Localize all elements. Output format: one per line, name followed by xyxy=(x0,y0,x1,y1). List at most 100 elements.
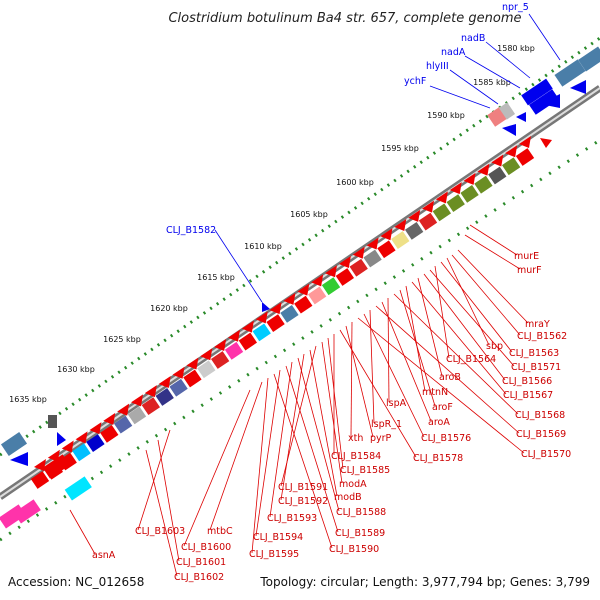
position-ticks: 1580 kbp 1585 kbp 1590 kbp 1595 kbp 1600… xyxy=(9,44,535,404)
feature-block xyxy=(210,351,230,369)
feature-arrow xyxy=(519,136,531,148)
feature-block xyxy=(141,397,161,416)
gene-label: CLJ_B1603 xyxy=(135,526,185,537)
feature-block xyxy=(42,454,70,479)
feature-block xyxy=(307,286,327,305)
label-connector xyxy=(429,269,515,367)
gene-label: asnA xyxy=(92,550,116,561)
feature-arrow xyxy=(449,182,462,195)
gene-label: hlyIII xyxy=(426,61,449,72)
feature-arrow xyxy=(422,200,434,213)
feature-arrow xyxy=(394,219,407,232)
gene-label: mraY xyxy=(525,319,550,330)
label-connector xyxy=(183,389,251,547)
feature-block xyxy=(335,268,355,286)
label-connector xyxy=(255,369,281,537)
label-connector xyxy=(269,361,293,518)
gene-label: CLJ_B1567 xyxy=(503,390,553,401)
feature-arrow xyxy=(241,320,254,333)
tick-label: 1620 kbp xyxy=(150,304,188,313)
feature-arrow xyxy=(117,403,130,416)
tick-label: 1590 kbp xyxy=(427,111,465,120)
gene-label: mtbC xyxy=(207,526,233,537)
tick-label: 1635 kbp xyxy=(9,395,47,404)
gene-label: CLJ_B1589 xyxy=(335,528,385,539)
label-connector xyxy=(309,349,338,497)
feature-arrow xyxy=(311,274,324,287)
label-connector xyxy=(357,317,525,454)
gene-label: npr_5 xyxy=(502,2,529,13)
gene-label: aroF xyxy=(432,402,453,413)
label-connector xyxy=(423,273,506,381)
gene-label: lspA xyxy=(386,398,407,409)
reverse-features xyxy=(0,136,535,529)
label-connector xyxy=(345,325,374,438)
label-connector xyxy=(451,254,521,336)
feature-block xyxy=(266,314,285,333)
feature-block xyxy=(446,194,465,213)
feature-block xyxy=(432,203,452,222)
gene-label: CLJ_B1601 xyxy=(176,557,226,568)
feature-arrow xyxy=(408,209,421,222)
feature-arrow xyxy=(366,237,379,250)
gene-label: CLJ_B1590 xyxy=(329,544,379,555)
label-connector xyxy=(339,329,417,458)
feature-block xyxy=(418,212,438,231)
feature-block xyxy=(155,388,174,406)
feature-block xyxy=(30,471,50,489)
tick-label: 1625 kbp xyxy=(103,335,141,344)
feature-arrow xyxy=(103,412,116,425)
gene-label: CLJ_B1582 xyxy=(166,225,216,236)
feature-arrow xyxy=(144,385,157,398)
gene-label: modA xyxy=(339,479,367,490)
label-connector xyxy=(137,429,171,531)
feature-block xyxy=(349,258,368,277)
label-connector xyxy=(369,309,375,424)
gene-label: CLJ_B1595 xyxy=(249,549,299,560)
gene-label: CLJ_B1562 xyxy=(517,331,567,342)
feature-block xyxy=(127,406,147,425)
label-connector xyxy=(251,377,269,554)
feature-arrow xyxy=(491,154,504,167)
map-title: Clostridium botulinum Ba4 str. 657, comp… xyxy=(168,11,521,26)
tick-label: 1580 kbp xyxy=(497,44,535,53)
label-connector xyxy=(446,257,490,346)
label-connector xyxy=(464,234,521,270)
feature-block xyxy=(64,476,92,501)
feature-arrow xyxy=(255,311,268,324)
feature-arrow xyxy=(131,394,143,407)
feature-arrow xyxy=(325,265,337,278)
feature-arrow xyxy=(283,292,296,305)
label-connector xyxy=(393,293,519,415)
label-connector xyxy=(469,224,518,256)
gene-label: CLJ_B1564 xyxy=(446,354,496,365)
feature-block xyxy=(72,443,91,462)
label-connector xyxy=(285,365,339,533)
label-connector xyxy=(321,341,343,484)
feature-arrow xyxy=(89,422,102,435)
gene-label: CLJ_B1566 xyxy=(502,376,552,387)
gene-label: sbp xyxy=(486,341,503,352)
gene-label: CLJ_B1571 xyxy=(511,362,561,373)
tick-label: 1585 kbp xyxy=(473,78,511,87)
tick-label: 1630 kbp xyxy=(57,365,95,374)
feature-block xyxy=(391,231,410,249)
feature-arrow xyxy=(269,302,282,315)
tick-label: 1595 kbp xyxy=(381,144,419,153)
feature-arrow xyxy=(435,191,448,204)
feature-arrow xyxy=(380,228,393,241)
feature-block xyxy=(501,157,521,176)
label-connector xyxy=(157,439,180,562)
feature-block xyxy=(294,295,313,314)
label-connector xyxy=(387,297,390,403)
feature-block xyxy=(321,277,341,296)
gc-ring-inner xyxy=(0,138,600,542)
feature-arrow xyxy=(200,348,213,361)
genome-summary-text: Topology: circular; Length: 3,977,794 bp… xyxy=(259,575,590,589)
label-connector xyxy=(457,249,529,324)
label-connector xyxy=(69,509,96,555)
feature-block xyxy=(197,360,216,379)
gene-label: CLJ_B1576 xyxy=(421,433,471,444)
feature-arrow xyxy=(505,145,518,158)
